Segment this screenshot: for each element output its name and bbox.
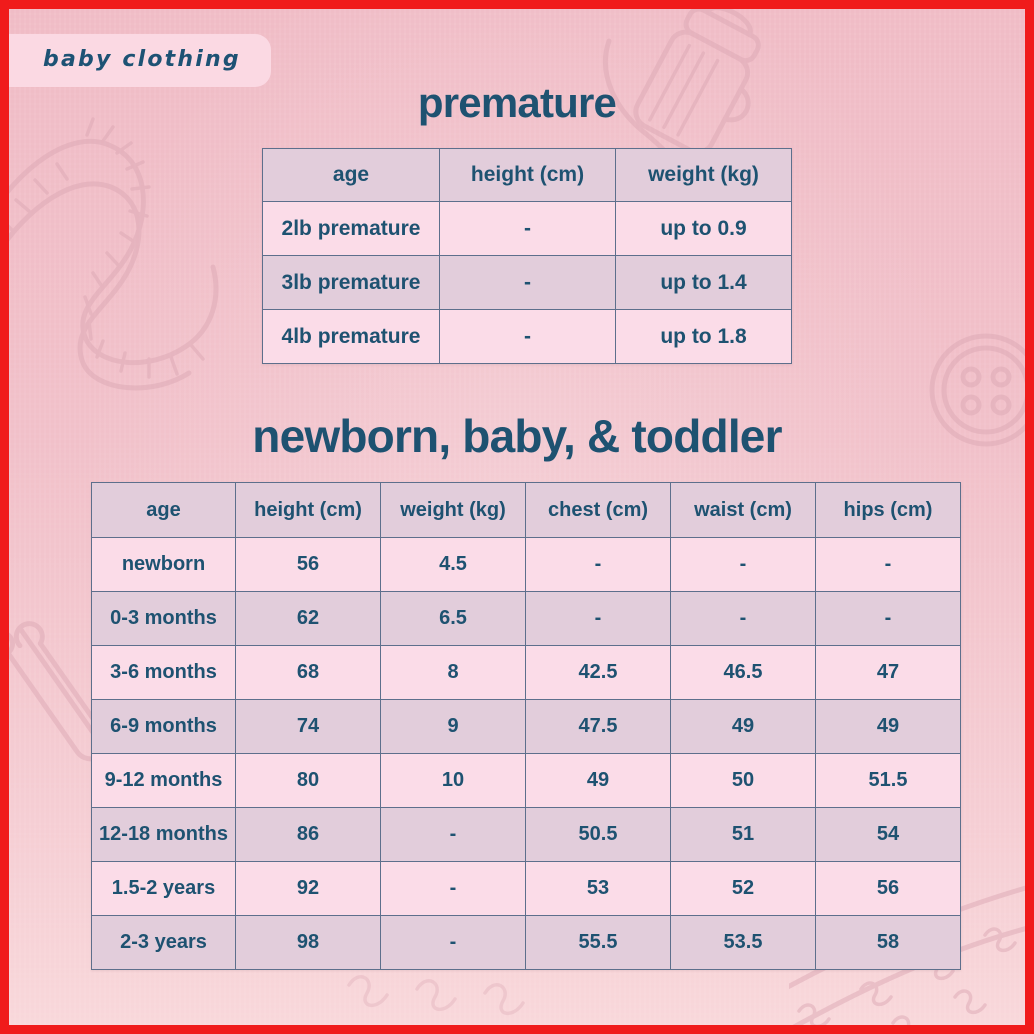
table-row: 9-12 months 80 10 49 50 51.5 — [91, 753, 961, 808]
cell-hips: 51.5 — [815, 753, 961, 808]
column-header-hips: hips (cm) — [815, 482, 961, 538]
badge-label: baby clothing — [43, 47, 241, 72]
cell-age: 2-3 years — [91, 915, 236, 970]
cell-age: 3lb premature — [262, 255, 440, 310]
column-header-height: height (cm) — [235, 482, 381, 538]
cell-hips: 58 — [815, 915, 961, 970]
cell-hips: - — [815, 591, 961, 646]
table-row: 2-3 years 98 - 55.5 53.5 58 — [91, 915, 961, 970]
table-header-row: age height (cm) weight (kg) chest (cm) w… — [91, 482, 961, 538]
column-header-height: height (cm) — [439, 148, 616, 202]
cell-weight: up to 1.8 — [615, 309, 792, 364]
table-row: 2lb premature - up to 0.9 — [262, 201, 792, 256]
cell-height: - — [439, 201, 616, 256]
cell-weight: up to 1.4 — [615, 255, 792, 310]
cell-height: - — [439, 255, 616, 310]
cell-height: - — [439, 309, 616, 364]
column-header-weight: weight (kg) — [615, 148, 792, 202]
premature-section-title: premature — [417, 79, 617, 126]
cell-waist: 50 — [670, 753, 816, 808]
cell-weight: - — [380, 915, 526, 970]
cell-height: 86 — [235, 807, 381, 862]
cell-height: 98 — [235, 915, 381, 970]
cell-hips: 47 — [815, 645, 961, 700]
cell-hips: - — [815, 537, 961, 592]
cell-weight: 6.5 — [380, 591, 526, 646]
table-row: 0-3 months 62 6.5 - - - — [91, 591, 961, 646]
cell-hips: 49 — [815, 699, 961, 754]
cell-age: 9-12 months — [91, 753, 236, 808]
cell-age: 12-18 months — [91, 807, 236, 862]
cell-height: 74 — [235, 699, 381, 754]
cell-hips: 56 — [815, 861, 961, 916]
cell-chest: 50.5 — [525, 807, 671, 862]
cell-age: newborn — [91, 537, 236, 592]
cell-waist: 53.5 — [670, 915, 816, 970]
button-icon — [927, 331, 1025, 449]
column-header-waist: waist (cm) — [670, 482, 816, 538]
table-row: 1.5-2 years 92 - 53 52 56 — [91, 861, 961, 916]
cell-weight: - — [380, 861, 526, 916]
table-row: 12-18 months 86 - 50.5 51 54 — [91, 807, 961, 862]
cell-height: 80 — [235, 753, 381, 808]
cell-chest: - — [525, 537, 671, 592]
cell-weight: 9 — [380, 699, 526, 754]
cell-age: 0-3 months — [91, 591, 236, 646]
cell-hips: 54 — [815, 807, 961, 862]
cell-age: 1.5-2 years — [91, 861, 236, 916]
premature-size-table: age height (cm) weight (kg) 2lb prematur… — [262, 148, 792, 364]
cell-waist: 52 — [670, 861, 816, 916]
cell-weight: 8 — [380, 645, 526, 700]
cell-chest: 42.5 — [525, 645, 671, 700]
cell-weight: up to 0.9 — [615, 201, 792, 256]
cell-waist: - — [670, 591, 816, 646]
cell-weight: - — [380, 807, 526, 862]
table-row: 4lb premature - up to 1.8 — [262, 309, 792, 364]
cell-weight: 4.5 — [380, 537, 526, 592]
table-row: 3-6 months 68 8 42.5 46.5 47 — [91, 645, 961, 700]
main-section-title: newborn, baby, & toddler — [252, 410, 782, 462]
knit-stitch-icon — [339, 941, 559, 1025]
cell-height: 68 — [235, 645, 381, 700]
column-header-chest: chest (cm) — [525, 482, 671, 538]
cell-age: 4lb premature — [262, 309, 440, 364]
baby-clothing-badge: baby clothing — [9, 34, 271, 87]
table-row: 3lb premature - up to 1.4 — [262, 255, 792, 310]
cell-weight: 10 — [380, 753, 526, 808]
table-row: newborn 56 4.5 - - - — [91, 537, 961, 592]
cell-age: 6-9 months — [91, 699, 236, 754]
cell-chest: 49 — [525, 753, 671, 808]
newborn-baby-toddler-size-table: age height (cm) weight (kg) chest (cm) w… — [91, 482, 961, 970]
cell-height: 92 — [235, 861, 381, 916]
column-header-age: age — [91, 482, 236, 538]
cell-waist: 49 — [670, 699, 816, 754]
measuring-tape-icon — [9, 71, 249, 391]
table-row: 6-9 months 74 9 47.5 49 49 — [91, 699, 961, 754]
cell-height: 62 — [235, 591, 381, 646]
column-header-age: age — [262, 148, 440, 202]
cell-chest: - — [525, 591, 671, 646]
cell-chest: 53 — [525, 861, 671, 916]
column-header-weight: weight (kg) — [380, 482, 526, 538]
cell-waist: - — [670, 537, 816, 592]
cell-waist: 51 — [670, 807, 816, 862]
cell-waist: 46.5 — [670, 645, 816, 700]
cell-age: 3-6 months — [91, 645, 236, 700]
cell-age: 2lb premature — [262, 201, 440, 256]
cell-chest: 55.5 — [525, 915, 671, 970]
cell-height: 56 — [235, 537, 381, 592]
cell-chest: 47.5 — [525, 699, 671, 754]
table-header-row: age height (cm) weight (kg) — [262, 148, 792, 202]
